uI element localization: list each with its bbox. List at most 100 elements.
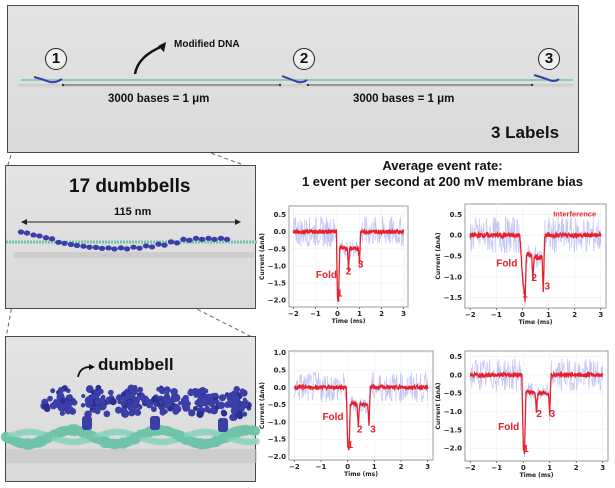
dumbbell xyxy=(30,232,43,239)
dumbbell xyxy=(117,245,131,252)
dumbbell-protein xyxy=(40,385,78,416)
mean-current-trace xyxy=(293,383,429,451)
y-tick-label: −0.5 xyxy=(268,245,286,253)
annotation-1: 1 xyxy=(348,440,354,451)
y-tick-label: −1.0 xyxy=(444,273,462,281)
dumbbell xyxy=(17,229,31,236)
x-tick-label: −2 xyxy=(289,463,300,471)
x-tick-label: 3 xyxy=(598,311,603,319)
x-tick-label: −1 xyxy=(491,311,502,319)
x-tick-label: 3 xyxy=(425,463,430,471)
callout-line-top-right xyxy=(59,97,253,169)
y-tick-label: 0.0 xyxy=(450,232,463,240)
dumbbell xyxy=(130,244,143,251)
dumbbell-protein xyxy=(214,386,252,432)
y-tick-label: −1.5 xyxy=(444,294,462,302)
dumbbell xyxy=(105,245,118,252)
dna-shadow xyxy=(6,449,257,463)
y-tick-label: −1.0 xyxy=(444,408,462,416)
x-tick-label: 1 xyxy=(546,311,551,319)
annotation-2: 2 xyxy=(536,409,542,420)
dumbbell xyxy=(142,243,156,250)
annotation-3: 3 xyxy=(358,260,364,271)
y-tick-label: −1.5 xyxy=(444,426,462,434)
annotation-interference: Interference xyxy=(553,209,596,218)
x-tick-label: 2 xyxy=(379,310,384,318)
dumbbell-protein xyxy=(80,384,117,430)
annotation-fold: Fold xyxy=(322,412,343,423)
annotation-1: 1 xyxy=(337,289,343,300)
closeup-graphic xyxy=(0,364,261,463)
label-marker-1: 1 xyxy=(45,48,67,70)
x-tick-label: −1 xyxy=(310,310,321,318)
curved-arrow xyxy=(133,44,164,75)
length-dimension xyxy=(21,219,241,225)
annotation-2: 2 xyxy=(357,424,363,435)
label-site-2 xyxy=(281,75,308,84)
y-tick-label: 0.5 xyxy=(450,353,463,361)
annotation-3: 3 xyxy=(544,281,550,292)
annotation-fold: Fold xyxy=(496,258,517,269)
x-tick-label: 0 xyxy=(521,464,526,472)
y-tick-label: −0.5 xyxy=(444,253,462,261)
length-label: 115 nm xyxy=(114,206,152,218)
plot-frame xyxy=(288,205,409,308)
x-tick-label: −2 xyxy=(465,311,476,319)
y-tick-label: 0.5 xyxy=(450,211,463,219)
dna-shadow xyxy=(18,84,573,90)
x-axis-label: Time (ms) xyxy=(520,472,554,479)
y-tick-label: 0.0 xyxy=(274,228,287,236)
dumbbell xyxy=(80,243,93,250)
dumbbells-zoom-panel: 17 dumbbells 115 nm xyxy=(5,165,257,309)
label-site-1 xyxy=(33,76,63,84)
x-tick-label: 1 xyxy=(357,310,362,318)
dumbbell xyxy=(205,235,218,242)
y-tick-label: −2.0 xyxy=(268,297,286,305)
dumbbell xyxy=(167,239,181,246)
label-site-3 xyxy=(533,74,560,83)
dumbbell-arrow-head xyxy=(89,364,95,370)
y-tick-label: −1.5 xyxy=(268,280,286,288)
y-tick-label: −1.5 xyxy=(268,436,286,444)
y-tick-label: −1.0 xyxy=(268,418,286,426)
x-tick-label: 2 xyxy=(572,311,577,319)
label-marker-2: 2 xyxy=(293,48,315,70)
dumbbell xyxy=(92,244,106,251)
labels-count: 3 Labels xyxy=(491,123,560,142)
dumbbells-count-title: 17 dumbbells xyxy=(69,176,191,197)
y-tick-label: 0.5 xyxy=(274,211,287,219)
overview-graphic xyxy=(18,42,573,90)
dumbbell xyxy=(192,235,206,242)
y-tick-label: −0.5 xyxy=(268,401,286,409)
dumbbell xyxy=(42,235,56,242)
y-tick-label: −2.0 xyxy=(268,453,286,461)
x-tick-label: 2 xyxy=(399,463,404,471)
y-tick-label: 0.5 xyxy=(274,367,287,375)
spacing-label-2: 3000 bases = 1 μm xyxy=(353,93,455,105)
dumbbell-row xyxy=(17,229,231,252)
x-axis-label: Time (ms) xyxy=(344,471,378,478)
y-tick-label: 1.0 xyxy=(274,349,287,357)
x-tick-label: −2 xyxy=(288,310,299,318)
dimension-line-1 xyxy=(61,83,282,87)
y-tick-label: −0.5 xyxy=(444,390,462,398)
x-tick-label: 0 xyxy=(345,463,350,471)
dumbbell-label: dumbbell xyxy=(98,355,174,374)
dumbbell-protein xyxy=(114,384,152,418)
dumbbell-protein xyxy=(145,385,183,430)
x-tick-label: −1 xyxy=(316,463,327,471)
mean-current-trace xyxy=(292,227,405,302)
x-tick-label: 0 xyxy=(335,310,340,318)
mean-current-trace xyxy=(469,370,604,454)
annotation-3: 3 xyxy=(550,409,556,420)
annotation-fold: Fold xyxy=(498,422,519,433)
dimension-line-2 xyxy=(306,83,534,87)
x-axis-label: Time (ms) xyxy=(519,319,553,326)
dumbbell-closeup-panel: dumbbell xyxy=(0,336,261,482)
annotation-2: 2 xyxy=(531,273,537,284)
x-tick-label: 2 xyxy=(574,464,579,472)
dumbbell xyxy=(217,235,231,242)
y-axis-label: Current (ΔnA) xyxy=(435,232,442,279)
